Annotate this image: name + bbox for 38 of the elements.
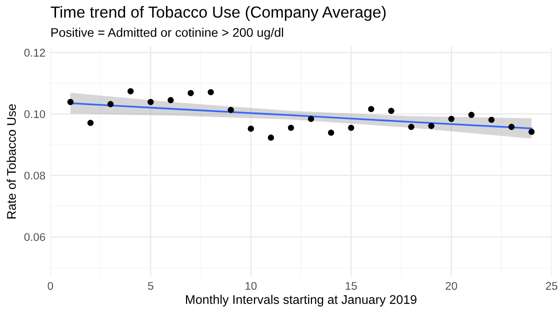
y-tick-label: 0.06 — [24, 233, 46, 241]
y-tick-label: 0.12 — [24, 48, 45, 57]
chart-subtitle: Positive = Admitted or cotinine > 200 ug/dl — [51, 28, 284, 40]
point — [428, 122, 434, 130]
point — [188, 90, 194, 96]
point — [208, 89, 214, 96]
point — [508, 124, 515, 130]
x-tick-label: 10 — [246, 282, 257, 290]
point — [148, 98, 154, 106]
point — [328, 130, 334, 136]
y-tick-label: 0.10 — [24, 110, 46, 118]
y-tick-label: 0.08 — [24, 172, 46, 180]
x-tick-label: 15 — [346, 282, 357, 290]
point — [248, 126, 254, 132]
point — [528, 128, 535, 135]
point — [368, 106, 374, 112]
point — [348, 124, 354, 131]
x-tick-label: 20 — [446, 282, 458, 290]
point — [488, 116, 495, 123]
point — [168, 97, 174, 104]
chart-title: Time trend of Tobacco Use (Company Average) — [50, 6, 386, 21]
point — [228, 106, 234, 114]
point — [107, 101, 114, 108]
point — [87, 120, 94, 126]
x-tick-label: 0 — [48, 282, 54, 290]
point — [388, 108, 394, 114]
point — [448, 116, 454, 122]
point — [408, 124, 414, 130]
x-tick-label: 25 — [546, 282, 558, 290]
x-tick-label: 5 — [148, 282, 154, 290]
point — [268, 134, 274, 141]
point — [468, 112, 475, 118]
point — [67, 98, 74, 106]
point — [308, 116, 314, 122]
point — [127, 88, 134, 94]
x-axis-title: Monthly Intervals starting at January 2019 — [186, 294, 416, 306]
y-axis-title: Rate of Tobacco Use — [6, 104, 16, 218]
point — [288, 124, 294, 131]
